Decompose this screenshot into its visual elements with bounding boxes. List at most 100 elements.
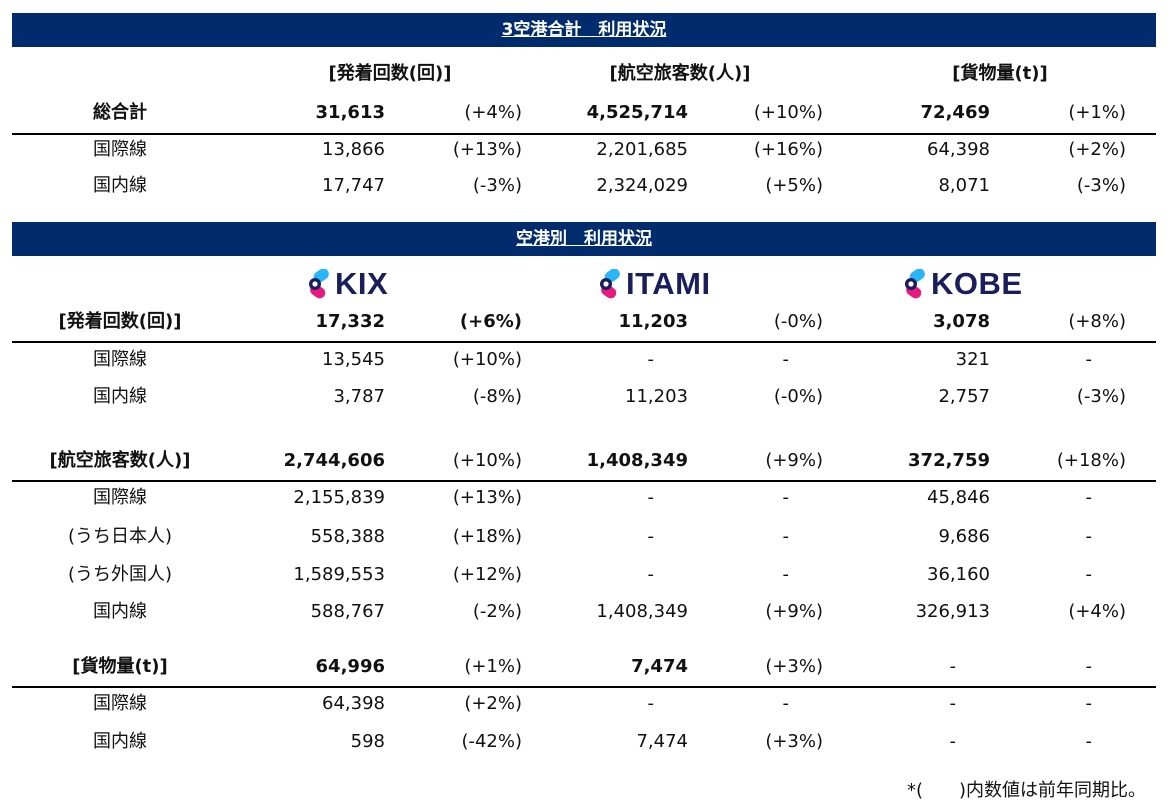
row-label: 国際線: [93, 487, 147, 508]
table-row: 国際線 13,866 (+13%) 2,201,685 (+16%) 64,398 (+2%…: [0, 135, 1168, 165]
change-cell: -: [782, 564, 790, 585]
value-cell: 11,203: [625, 386, 688, 407]
value-cell: 64,398: [927, 139, 990, 160]
value-cell: 1,589,553: [293, 564, 385, 585]
table-row: (うち外国人) 1,589,553 (+12%) - - 36,160 -: [0, 560, 1168, 590]
value-cell: -: [949, 656, 957, 677]
change-cell: (+10%): [753, 102, 823, 123]
airport-mark-icon: [905, 269, 925, 299]
change-cell: -: [1085, 487, 1093, 508]
change-cell: (+6%): [459, 311, 522, 332]
change-cell: (-3%): [1076, 386, 1126, 407]
change-cell: (-42%): [461, 731, 522, 752]
value-cell: 4,525,714: [586, 102, 688, 123]
header-cargo: [貨物量(t)]: [952, 63, 1048, 84]
value-cell: 2,324,029: [596, 175, 688, 196]
airport-logo-text: ITAMI: [626, 266, 711, 301]
change-cell: (+3%): [765, 656, 823, 677]
divider: [12, 480, 1156, 482]
airport-mark-icon: [600, 269, 620, 299]
value-cell: -: [647, 526, 655, 547]
value-cell: 17,747: [322, 175, 385, 196]
divider: [12, 133, 1156, 135]
value-cell: 9,686: [938, 526, 990, 547]
change-cell: (-0%): [773, 311, 823, 332]
value-cell: 3,787: [333, 386, 385, 407]
change-cell: -: [1085, 656, 1093, 677]
row-label: 国内線: [93, 175, 147, 196]
row-label: 国際線: [93, 693, 147, 714]
value-cell: -: [647, 564, 655, 585]
change-cell: (+13%): [452, 139, 522, 160]
value-cell: 7,474: [631, 656, 688, 677]
table-row: 国内線 3,787 (-8%) 11,203 (-0%) 2,757 (-3%): [0, 382, 1168, 412]
value-cell: 3,078: [933, 311, 990, 332]
airport-mark-icon: [309, 269, 329, 299]
row-label: [航空旅客数(人)]: [49, 450, 191, 471]
change-cell: -: [1085, 693, 1093, 714]
table-row: (うち日本人) 558,388 (+18%) - - 9,686 -: [0, 522, 1168, 552]
table-row: 国際線 2,155,839 (+13%) - - 45,846 -: [0, 483, 1168, 513]
value-cell: 13,545: [322, 349, 385, 370]
row-label: 国内線: [93, 731, 147, 752]
table-row: [航空旅客数(人)] 2,744,606 (+10%) 1,408,349 (+9%) 3…: [0, 446, 1168, 476]
value-cell: 17,332: [315, 311, 385, 332]
change-cell: (+2%): [1068, 139, 1126, 160]
change-cell: (-3%): [472, 175, 522, 196]
change-cell: (+1%): [1068, 102, 1126, 123]
row-label: 国内線: [93, 601, 147, 622]
section1-banner: 3空港合計 利用状況: [12, 13, 1156, 47]
change-cell: (+4%): [1068, 601, 1126, 622]
value-cell: 2,757: [938, 386, 990, 407]
change-cell: (+8%): [1068, 311, 1126, 332]
change-cell: (+4%): [464, 102, 522, 123]
change-cell: -: [1085, 526, 1093, 547]
change-cell: (+1%): [464, 656, 522, 677]
value-cell: 321: [955, 349, 990, 370]
table-row: 国内線 598 (-42%) 7,474 (+3%) - -: [0, 727, 1168, 757]
table-row: [発着回数(回)] 17,332 (+6%) 11,203 (-0%) 3,078 (+8%…: [0, 307, 1168, 337]
value-cell: 36,160: [927, 564, 990, 585]
change-cell: (+10%): [452, 349, 522, 370]
change-cell: -: [1085, 349, 1093, 370]
change-cell: (+9%): [765, 450, 823, 471]
table-row: 国際線 13,545 (+10%) - - 321 -: [0, 345, 1168, 375]
change-cell: (+3%): [765, 731, 823, 752]
value-cell: 326,913: [915, 601, 990, 622]
section2-banner: 空港別 利用状況: [12, 222, 1156, 256]
change-cell: (+13%): [452, 487, 522, 508]
row-label: 国際線: [93, 139, 147, 160]
value-cell: 2,744,606: [283, 450, 385, 471]
value-cell: 588,767: [310, 601, 385, 622]
change-cell: -: [782, 526, 790, 547]
value-cell: 11,203: [618, 311, 688, 332]
airport-logo-kix: KIX: [307, 266, 388, 302]
change-cell: (-3%): [1076, 175, 1126, 196]
divider: [12, 341, 1156, 343]
section1-title: 3空港合計 利用状況: [501, 20, 667, 40]
change-cell: -: [782, 349, 790, 370]
table-row: [貨物量(t)] 64,996 (+1%) 7,474 (+3%) - -: [0, 652, 1168, 682]
value-cell: 1,408,349: [596, 601, 688, 622]
value-cell: 72,469: [920, 102, 990, 123]
table-row: 総合計 31,613 (+4%) 4,525,714 (+10%) 72,469 (+1%): [0, 98, 1168, 128]
row-label: 国内線: [93, 386, 147, 407]
airport-logo-text: KOBE: [931, 266, 1023, 301]
value-cell: -: [647, 349, 655, 370]
change-cell: (+9%): [765, 601, 823, 622]
value-cell: -: [949, 731, 957, 752]
row-label: [発着回数(回)]: [58, 311, 182, 332]
change-cell: (+16%): [753, 139, 823, 160]
value-cell: 13,866: [322, 139, 385, 160]
value-cell: 64,398: [322, 693, 385, 714]
airport-logo-itami: ITAMI: [598, 266, 711, 302]
value-cell: 558,388: [310, 526, 385, 547]
value-cell: -: [647, 693, 655, 714]
row-label: 総合計: [93, 102, 147, 123]
divider: [12, 686, 1156, 688]
table-row: 国内線 17,747 (-3%) 2,324,029 (+5%) 8,071 (-3%): [0, 171, 1168, 201]
change-cell: (+18%): [452, 526, 522, 547]
footnote: *( )内数値は前年同期比。: [906, 780, 1146, 801]
value-cell: 372,759: [908, 450, 990, 471]
change-cell: -: [782, 487, 790, 508]
